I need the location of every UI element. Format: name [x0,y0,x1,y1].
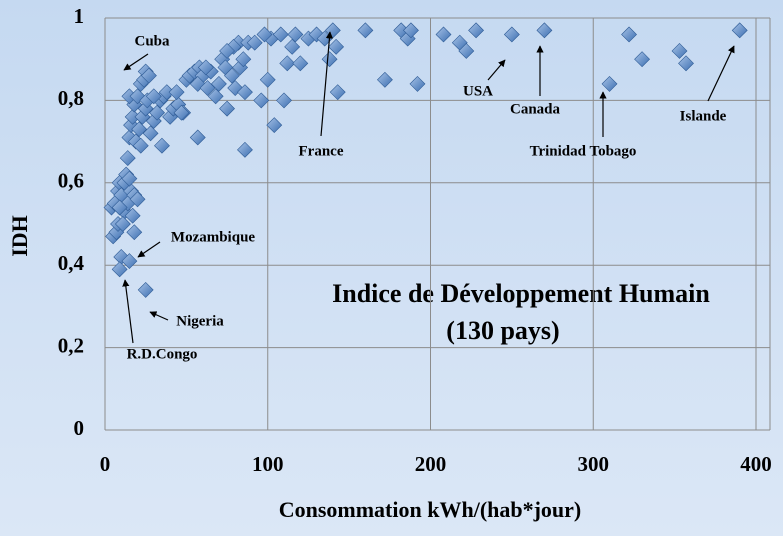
data-point [536,22,553,39]
data-point [272,26,289,43]
data-point [173,104,190,121]
data-point [731,22,748,39]
annotation: Nigeria [176,313,224,329]
chart-title: Indice de Développement Humain [332,279,710,308]
data-point [154,137,170,154]
data-point [207,88,224,105]
data-point [235,51,252,68]
data-point [284,38,301,55]
data-point [211,75,227,92]
y-axis-label: IDH [7,215,32,257]
data-point [119,150,136,167]
x-tick-label: 100 [252,452,284,476]
data-point [328,38,345,55]
data-point [266,117,283,134]
data-point [149,104,166,121]
data-point [219,100,235,117]
chart-subtitle: (130 pays) [446,316,559,345]
x-tick-label: 200 [415,452,447,476]
data-point [145,88,162,105]
y-tick-label: 0,2 [58,333,84,357]
data-point [256,26,273,43]
annotation: Cuba [134,33,170,49]
data-point [403,22,419,39]
data-point [224,67,240,84]
data-point [503,26,520,43]
data-point [114,216,131,232]
x-axis-label: Consommation kWh/(hab*jour) [279,497,582,522]
x-tick-label: 0 [100,452,111,476]
data-point [292,55,309,72]
annotation-arrow [487,59,506,81]
data-point [634,51,650,68]
data-point [219,43,235,59]
annotation: Trinidad Tobago [530,143,637,159]
data-point [329,84,346,101]
data-point [458,43,475,59]
data-point [168,84,185,101]
data-point [126,224,143,241]
data-point [678,55,694,72]
data-point [321,51,338,68]
data-point [409,75,426,92]
annotation: France [299,143,344,159]
data-point [357,22,374,39]
data-point [246,34,263,51]
data-point [237,141,253,158]
data-point [111,261,128,278]
data-point [199,80,216,96]
data-point [601,75,618,92]
annotation-arrow [122,279,134,344]
y-tick-label: 0 [74,416,85,440]
annotation-arrow [137,241,161,258]
data-point [253,92,270,109]
data-point [259,71,276,88]
annotation-arrow [707,45,735,102]
data-point [121,253,138,270]
data-point [129,191,146,208]
data-point [276,92,292,109]
data-point [435,26,452,43]
annotation-arrow [149,311,169,321]
annotation: Islande [680,108,727,124]
annotation: Mozambique [171,229,256,245]
y-tick-label: 0,6 [58,169,84,193]
data-point [124,207,141,224]
annotation-arrow [320,31,334,137]
data-point [197,59,214,76]
data-point [237,84,253,101]
data-point [111,199,128,216]
data-point [131,121,148,138]
data-point [279,55,296,72]
x-tick-label: 400 [740,452,772,476]
data-point [468,22,484,39]
data-point [142,125,159,142]
y-tick-label: 0,8 [58,86,84,110]
data-point [141,67,157,84]
annotation: Canada [510,101,561,117]
data-point [287,26,304,43]
data-point [132,137,149,154]
annotation: R.D.Congo [127,346,198,362]
data-point [121,170,138,187]
x-tick-label: 300 [578,452,610,476]
annotation-arrow [123,53,149,71]
data-point [377,71,393,88]
data-point [137,281,154,298]
data-point [671,43,688,59]
annotation: USA [463,83,493,99]
data-point [621,26,637,43]
y-tick-label: 0,4 [58,251,85,275]
y-tick-label: 1 [74,4,85,28]
data-point [189,129,206,146]
